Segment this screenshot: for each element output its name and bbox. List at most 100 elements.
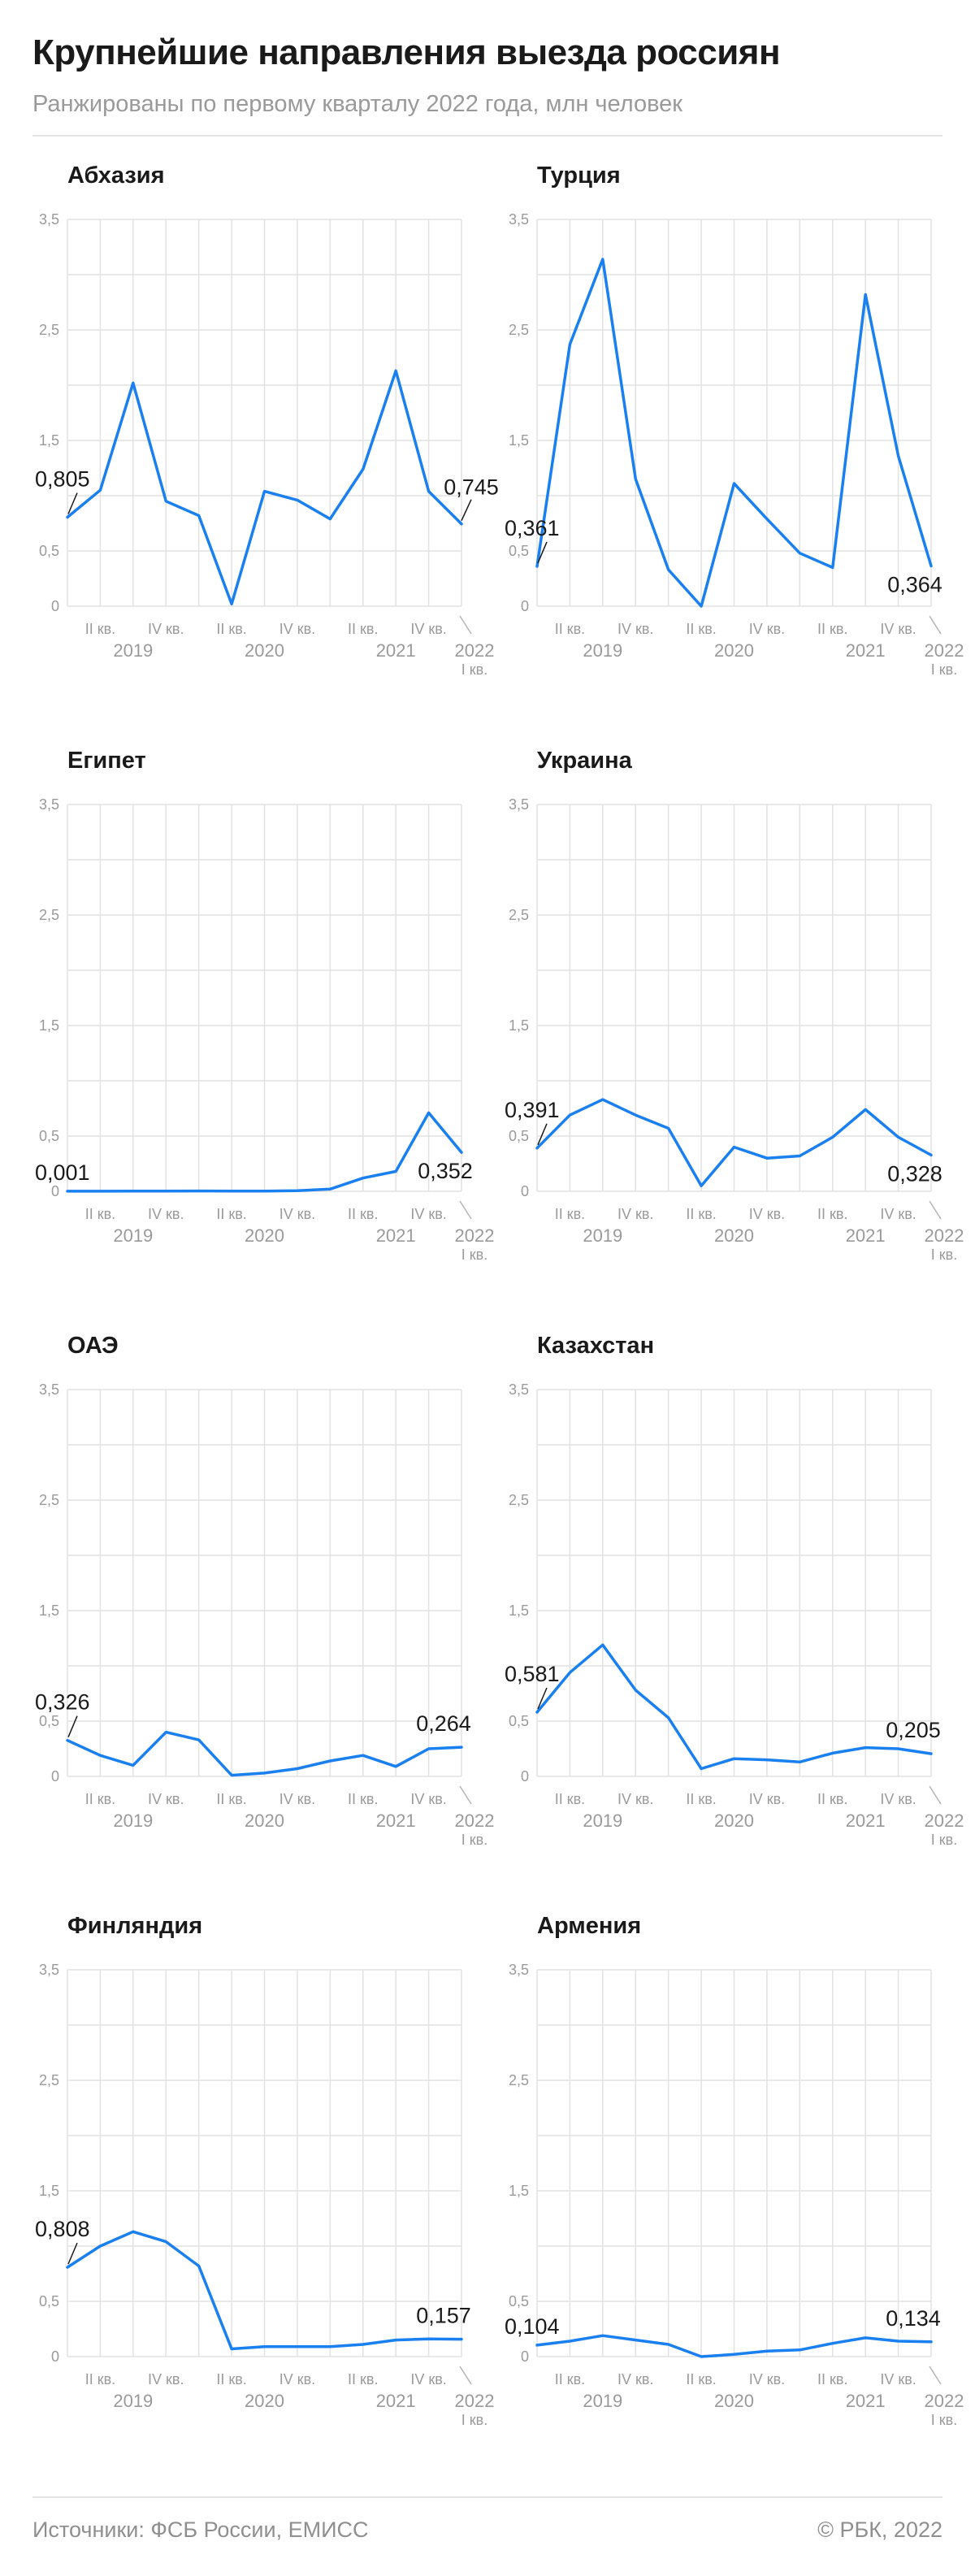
chart-panel: Армения 0 0,5 1,5 2,5 3,5 II кв. IV кв. II кв. IV… [502,1887,964,2472]
start-value-label: 0,581 [505,1662,560,1686]
x-tick-label: IV кв. [618,621,653,637]
y-tick-label: 0 [51,1183,59,1199]
end-value-label: 0,134 [886,2306,941,2331]
year-label: 2021 [376,640,416,661]
year-label: 2020 [714,1225,754,1246]
data-point [131,2229,136,2234]
data-point [765,1758,769,1763]
data-point [65,1738,70,1743]
data-point [393,1169,398,1174]
x-tick-label: II кв. [555,621,585,637]
chart-title: Казахстан [537,1333,655,1359]
y-tick-label: 0,5 [509,543,529,559]
y-tick-label: 2,5 [39,322,59,338]
data-point [797,2348,802,2353]
data-point [229,601,234,606]
page-title: Крупнейшие направления выезда россиян [32,33,781,72]
data-point [229,1773,234,1778]
y-tick-label: 2,5 [509,2072,529,2088]
x-tick-label: II кв. [85,2371,115,2387]
bottom-divider [32,2496,942,2498]
x-tick-label: IV кв. [618,1206,653,1222]
year-label: 2021 [376,1225,416,1246]
period-marker [929,1785,942,1805]
data-point [699,604,704,609]
data-point [163,499,168,504]
data-point [633,2338,638,2343]
data-point [765,1156,769,1160]
year-label: 2022 [455,640,495,661]
data-point [797,551,802,556]
data-point [633,477,638,482]
top-divider [32,135,942,137]
x-tick-label: II кв. [85,621,115,637]
start-value-label: 0,001 [35,1160,90,1185]
period-marker [459,615,472,635]
end-value-label: 0,352 [418,1159,473,1183]
data-point [929,2340,934,2344]
data-point [666,1125,671,1130]
data-point [600,2333,605,2338]
y-tick-label: 0 [521,598,529,614]
year-label: 2019 [113,1225,153,1246]
data-point [765,2348,769,2353]
line-chart: 0 0,5 1,5 2,5 3,5 II кв. IV кв. II кв. IV кв. II … [505,1962,964,2428]
x-tick-label: IV кв. [618,1791,653,1807]
label-leader [67,2242,78,2265]
data-point [262,489,267,494]
chart-panel: Египет 0 0,5 1,5 2,5 3,5 II кв. IV кв. II кв. IV … [32,722,494,1307]
chart-panel: Финляндия 0 0,5 1,5 2,5 3,5 II кв. IV кв. II кв.… [32,1887,494,2472]
x-tick-label: II кв. [216,1206,246,1222]
x-tick-label: II кв. [348,1206,378,1222]
y-tick-label: 1,5 [39,432,59,449]
year-label: 2022 [925,2391,964,2411]
chart-panel: Казахстан 0 0,5 1,5 2,5 3,5 II кв. IV кв. II кв.… [502,1307,964,1892]
data-point [863,2335,868,2340]
data-point [567,1670,572,1675]
x-tick-label: IV кв. [148,1206,184,1222]
end-value-label: 0,157 [416,2304,471,2328]
series-line [535,1098,933,1187]
data-point [229,2346,234,2351]
data-point [535,2343,540,2348]
y-tick-label: 0 [521,2348,529,2365]
data-point [830,1750,835,1755]
data-point [929,1152,934,1157]
data-point [327,2344,332,2349]
x-tick-label: IV кв. [410,2371,446,2387]
y-tick-label: 1,5 [509,1017,529,1034]
x-tick-label: IV кв. [749,2371,785,2387]
data-point [131,1763,136,1767]
x-tick-label: IV кв. [880,1206,916,1222]
y-tick-label: 3,5 [39,796,59,813]
data-point [633,1688,638,1693]
x-tick-label: II кв. [216,621,246,637]
chart-title: Армения [537,1913,642,1939]
year-label: 2020 [245,2391,284,2411]
chart-panel: Турция 0 0,5 1,5 2,5 3,5 II кв. IV кв. II кв. IV … [502,137,964,722]
data-point [327,1759,332,1763]
year-label: 2019 [583,1811,622,1831]
year-label: 2022 [925,640,964,661]
x-tick-label: II кв. [85,1206,115,1222]
period-marker [929,2366,942,2385]
data-point [830,2341,835,2346]
y-tick-label: 0 [51,2348,59,2365]
x-tick-label: IV кв. [410,1206,446,1222]
data-point [535,564,540,569]
x-tick-label: IV кв. [749,1206,785,1222]
chart-title: Абхазия [67,163,165,189]
y-tick-label: 0,5 [39,2293,59,2309]
year-label: 2021 [846,1811,886,1831]
y-tick-label: 1,5 [509,432,529,449]
label-leader [537,1687,548,1710]
data-point [830,565,835,570]
data-point [361,1176,366,1181]
y-tick-label: 1,5 [39,1017,59,1034]
data-point [163,2240,168,2244]
chart-title: Финляндия [67,1913,203,1939]
year-label: 2022 [925,1811,964,1831]
x-tick-label: IV кв. [749,1791,785,1807]
data-point [567,342,572,347]
y-tick-label: 0,5 [509,1713,529,1729]
